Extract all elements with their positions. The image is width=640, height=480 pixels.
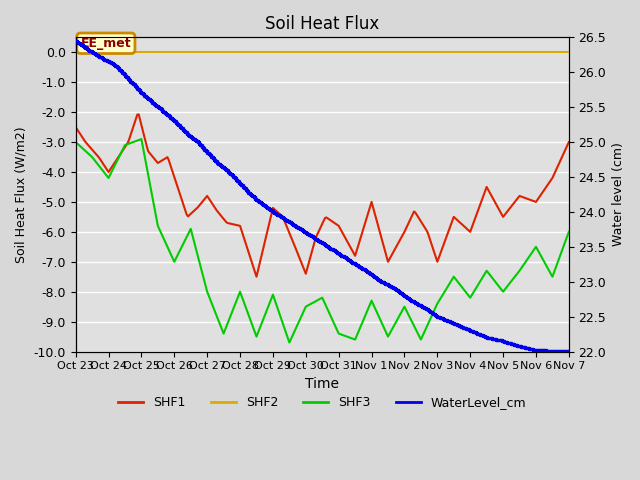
Line: WaterLevel_cm: WaterLevel_cm	[76, 41, 569, 351]
SHF1	[508, 204, 515, 209]
Text: EE_met: EE_met	[81, 37, 131, 50]
Y-axis label: Soil Heat Flux (W/m2): Soil Heat Flux (W/m2)	[15, 126, 28, 263]
WaterLevel_cm	[353, 262, 360, 268]
SHF3	[138, 136, 145, 142]
SHF3	[565, 229, 573, 235]
SHF3	[355, 327, 363, 333]
WaterLevel_cm	[505, 340, 513, 346]
SHF3	[383, 331, 390, 336]
SHF3	[508, 278, 515, 284]
SHF2	[86, 49, 93, 55]
SHF2	[380, 49, 388, 55]
SHF1	[165, 157, 173, 163]
SHF1	[86, 144, 93, 149]
SHF1	[383, 254, 390, 260]
WaterLevel_cm	[72, 38, 79, 44]
SHF1	[253, 274, 260, 280]
WaterLevel_cm	[164, 112, 172, 118]
X-axis label: Time: Time	[305, 377, 339, 391]
SHF2	[353, 49, 360, 55]
SHF1	[135, 111, 143, 117]
SHF2	[72, 49, 79, 55]
WaterLevel_cm	[369, 273, 377, 278]
Title: Soil Heat Flux: Soil Heat Flux	[265, 15, 380, 33]
SHF1	[72, 124, 79, 130]
SHF2	[565, 49, 573, 55]
SHF1	[372, 214, 380, 220]
SHF3	[165, 247, 173, 252]
SHF3	[86, 152, 93, 157]
SHF3	[285, 340, 293, 346]
Line: SHF1: SHF1	[76, 114, 569, 277]
Line: SHF3: SHF3	[76, 139, 569, 343]
SHF2	[164, 49, 172, 55]
WaterLevel_cm	[565, 348, 573, 354]
SHF1	[355, 240, 363, 245]
WaterLevel_cm	[86, 48, 93, 53]
SHF3	[72, 139, 79, 145]
WaterLevel_cm	[380, 280, 388, 286]
SHF2	[505, 49, 513, 55]
Legend: SHF1, SHF2, SHF3, WaterLevel_cm: SHF1, SHF2, SHF3, WaterLevel_cm	[113, 391, 531, 414]
SHF3	[372, 307, 380, 312]
Y-axis label: Water level (cm): Water level (cm)	[612, 143, 625, 246]
SHF1	[565, 139, 573, 145]
SHF2	[369, 49, 377, 55]
